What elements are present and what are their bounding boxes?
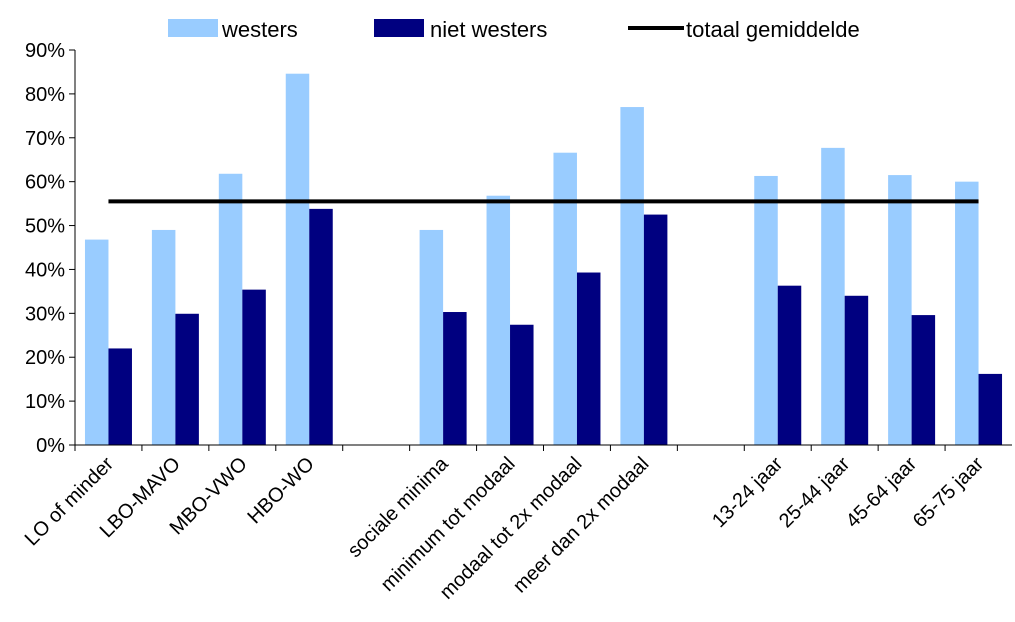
- bar-westers-2: [151, 229, 176, 445]
- bar-niet-westers-3: [242, 289, 266, 445]
- x-tick-label: 25-44 jaar: [775, 453, 854, 532]
- y-tick-label: 80%: [25, 84, 65, 106]
- legend-label-totaal-gemiddelde: totaal gemiddelde: [686, 17, 860, 42]
- legend-swatch-westers: [168, 19, 218, 37]
- bar-niet-westers-8: [576, 272, 601, 445]
- legend-swatch-niet-westers: [374, 19, 424, 37]
- y-tick-label: 40%: [25, 259, 65, 281]
- legend-label-niet-westers: niet westers: [430, 17, 547, 42]
- bar-westers-3: [218, 173, 243, 445]
- bar-westers-11: [754, 175, 778, 445]
- bar-westers-13: [888, 175, 912, 446]
- bar-westers-7: [486, 195, 511, 445]
- bar-niet-westers-2: [175, 313, 199, 445]
- bar-niet-westers-7: [510, 324, 534, 445]
- x-tick-label: meer dan 2x modaal: [509, 453, 653, 597]
- x-tick-label: 65-75 jaar: [909, 453, 988, 532]
- y-tick-label: 20%: [25, 347, 65, 369]
- bar-niet-westers-4: [309, 208, 333, 445]
- y-tick-label: 0%: [36, 435, 65, 457]
- bar-westers-4: [285, 73, 310, 445]
- x-tick-label: HBO-WO: [244, 453, 319, 528]
- x-tick-label: 45-64 jaar: [842, 453, 921, 532]
- bar-niet-westers-13: [911, 315, 936, 445]
- bar-westers-6: [419, 229, 444, 445]
- y-tick-label: 70%: [25, 128, 65, 150]
- bar-niet-westers-9: [643, 214, 668, 445]
- y-tick-label: 50%: [25, 216, 65, 238]
- y-tick-label: 60%: [25, 172, 65, 194]
- y-tick-label: 90%: [25, 40, 65, 62]
- y-tick-label: 30%: [25, 303, 65, 325]
- bar-westers-1: [84, 239, 109, 445]
- x-tick-label: 13-24 jaar: [708, 453, 787, 532]
- bar-niet-westers-14: [978, 373, 1003, 445]
- legend: westers niet westers totaal gemiddelde: [168, 17, 860, 42]
- bar-niet-westers-6: [443, 312, 467, 445]
- bar-niet-westers-11: [777, 285, 802, 445]
- plot-area: 0%10%20%30%40%50%60%70%80%90%LO of minde…: [21, 40, 1012, 604]
- bar-niet-westers-1: [108, 348, 132, 445]
- bar-niet-westers-12: [844, 295, 869, 445]
- bar-westers-8: [553, 152, 577, 445]
- legend-label-westers: westers: [221, 17, 298, 42]
- bar-westers-12: [821, 147, 845, 445]
- y-tick-label: 10%: [25, 391, 65, 413]
- bar-westers-9: [620, 107, 644, 446]
- bar-westers-14: [955, 181, 979, 445]
